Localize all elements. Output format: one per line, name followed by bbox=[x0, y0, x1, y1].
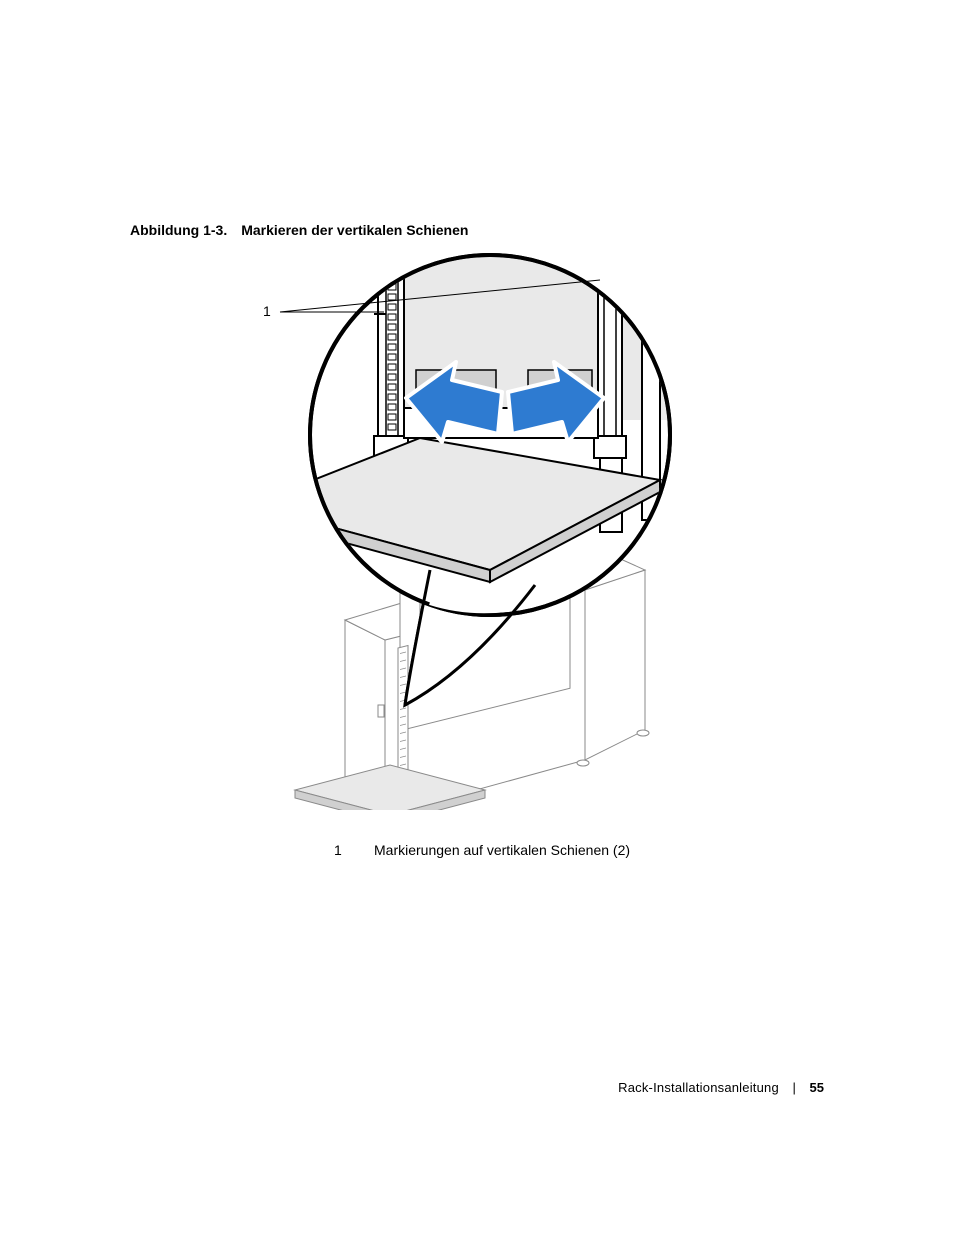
figure-caption-title: Markieren der vertikalen Schienen bbox=[241, 222, 468, 238]
figure-caption-number: Abbildung 1-3. bbox=[130, 222, 227, 238]
page-footer: Rack-Installationsanleitung | 55 bbox=[618, 1080, 824, 1095]
footer-title: Rack-Installationsanleitung bbox=[618, 1080, 779, 1095]
legend-number: 1 bbox=[334, 842, 374, 858]
page-number: 55 bbox=[810, 1080, 824, 1095]
figure-legend: 1Markierungen auf vertikalen Schienen (2… bbox=[334, 842, 630, 858]
page: Abbildung 1-3. Markieren der vertikalen S… bbox=[0, 0, 954, 1235]
legend-text: Markierungen auf vertikalen Schienen (2) bbox=[374, 842, 630, 858]
figure-caption: Abbildung 1-3. Markieren der vertikalen S… bbox=[130, 222, 468, 238]
rack-diagram-svg bbox=[130, 250, 830, 810]
diagram bbox=[130, 250, 830, 810]
footer-separator: | bbox=[793, 1080, 796, 1095]
